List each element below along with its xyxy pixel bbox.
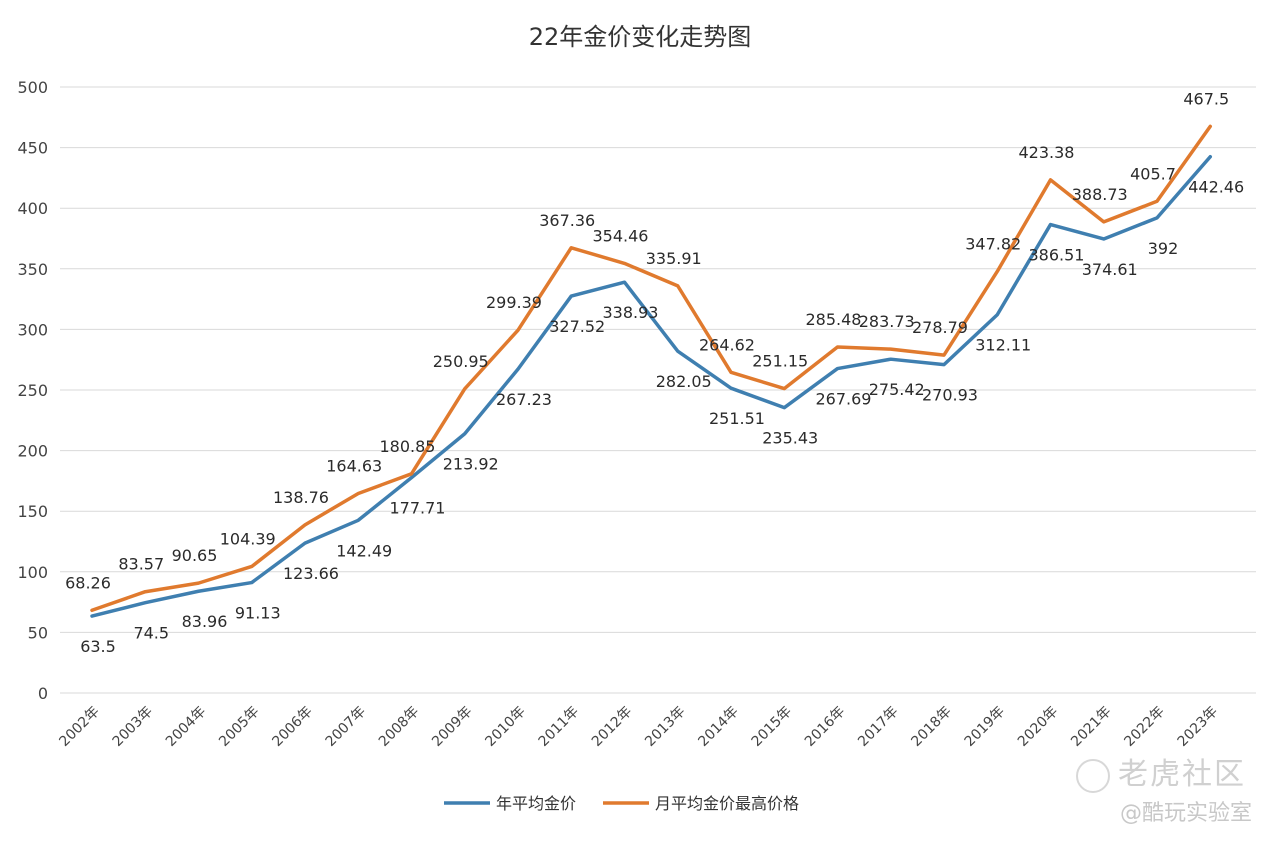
paw-icon xyxy=(1076,759,1110,793)
y-tick-label: 200 xyxy=(17,442,48,461)
data-label: 177.71 xyxy=(390,499,446,518)
data-label: 83.57 xyxy=(118,555,164,574)
watermark-author: @酷玩实验室 xyxy=(1120,795,1252,827)
data-label: 275.42 xyxy=(869,380,925,399)
data-label: 74.5 xyxy=(133,624,169,643)
chart-title: 22年金价变化走势图 xyxy=(529,23,752,51)
data-label: 267.23 xyxy=(496,390,552,409)
data-label: 164.63 xyxy=(326,456,382,475)
y-tick-label: 400 xyxy=(17,199,48,218)
data-label: 405.7 xyxy=(1130,164,1176,183)
x-tick-label: 2003年 xyxy=(110,704,156,750)
data-label: 354.46 xyxy=(593,226,649,245)
y-axis: 0 50 100 150 200 250 300 350 400 450 500 xyxy=(17,78,48,703)
data-label: 68.26 xyxy=(65,573,111,592)
x-tick-label: 2018年 xyxy=(908,704,954,750)
x-tick-label: 2004年 xyxy=(163,704,209,750)
x-tick-label: 2014年 xyxy=(695,704,741,750)
x-tick-label: 2017年 xyxy=(855,704,901,750)
data-label: 299.39 xyxy=(486,293,542,312)
data-label: 123.66 xyxy=(283,564,339,583)
x-tick-label: 2015年 xyxy=(749,704,795,750)
x-tick-label: 2008年 xyxy=(376,704,422,750)
data-label: 467.5 xyxy=(1183,89,1229,108)
x-tick-label: 2007年 xyxy=(323,704,369,750)
data-label: 338.93 xyxy=(603,303,659,322)
y-tick-label: 300 xyxy=(17,320,48,339)
y-tick-label: 50 xyxy=(28,623,48,642)
y-tick-label: 250 xyxy=(17,381,48,400)
data-label: 213.92 xyxy=(443,455,499,474)
x-tick-label: 2021年 xyxy=(1068,704,1114,750)
y-tick-label: 500 xyxy=(17,78,48,97)
data-label: 282.05 xyxy=(656,372,712,391)
data-label: 264.62 xyxy=(699,335,755,354)
data-label: 312.11 xyxy=(975,336,1031,355)
watermark-logo: 老虎社区 xyxy=(1076,749,1246,793)
y-tick-label: 350 xyxy=(17,260,48,279)
data-label: 386.51 xyxy=(1029,246,1085,265)
data-label: 367.36 xyxy=(539,211,595,230)
data-label: 83.96 xyxy=(182,612,228,631)
y-tick-label: 450 xyxy=(17,139,48,158)
data-label: 90.65 xyxy=(172,546,218,565)
data-label: 442.46 xyxy=(1188,178,1244,197)
x-tick-label: 2022年 xyxy=(1121,704,1167,750)
data-label: 388.73 xyxy=(1072,185,1128,204)
legend: 年平均金价 月平均金价最高价格 xyxy=(444,794,799,813)
data-label: 104.39 xyxy=(220,529,276,548)
legend-label-2: 月平均金价最高价格 xyxy=(655,794,799,813)
x-tick-label: 2006年 xyxy=(269,704,315,750)
data-label: 63.5 xyxy=(80,637,116,656)
data-label: 423.38 xyxy=(1019,143,1075,162)
x-tick-label: 2023年 xyxy=(1175,704,1221,750)
data-label: 347.82 xyxy=(965,234,1021,253)
data-label: 392 xyxy=(1148,239,1179,258)
x-tick-label: 2005年 xyxy=(216,704,262,750)
data-label: 251.51 xyxy=(709,409,765,428)
x-tick-label: 2013年 xyxy=(642,704,688,750)
data-label: 138.76 xyxy=(273,488,329,507)
data-label: 283.73 xyxy=(859,312,915,331)
data-label: 235.43 xyxy=(762,429,818,448)
x-tick-label: 2002年 xyxy=(56,704,102,750)
data-label: 251.15 xyxy=(752,352,808,371)
watermark-text-1: 老虎社区 xyxy=(1118,757,1246,792)
data-label: 278.79 xyxy=(912,318,968,337)
y-tick-label: 150 xyxy=(17,502,48,521)
data-label: 327.52 xyxy=(549,317,605,336)
y-tick-label: 100 xyxy=(17,563,48,582)
data-label: 335.91 xyxy=(646,249,702,268)
data-label: 250.95 xyxy=(433,352,489,371)
data-label: 91.13 xyxy=(235,604,281,623)
x-tick-label: 2012年 xyxy=(589,704,635,750)
x-tick-label: 2020年 xyxy=(1015,704,1061,750)
x-tick-label: 2019年 xyxy=(962,704,1008,750)
data-label: 267.69 xyxy=(816,390,872,409)
x-tick-label: 2016年 xyxy=(802,704,848,750)
data-label: 270.93 xyxy=(922,386,978,405)
y-tick-label: 0 xyxy=(38,684,48,703)
legend-label-1: 年平均金价 xyxy=(496,794,576,813)
x-tick-label: 2010年 xyxy=(482,704,528,750)
data-label: 285.48 xyxy=(806,310,862,329)
data-label: 374.61 xyxy=(1082,260,1138,279)
x-tick-label: 2011年 xyxy=(536,704,582,750)
x-tick-label: 2009年 xyxy=(429,704,475,750)
data-label: 180.85 xyxy=(380,437,436,456)
data-label: 142.49 xyxy=(336,541,392,560)
